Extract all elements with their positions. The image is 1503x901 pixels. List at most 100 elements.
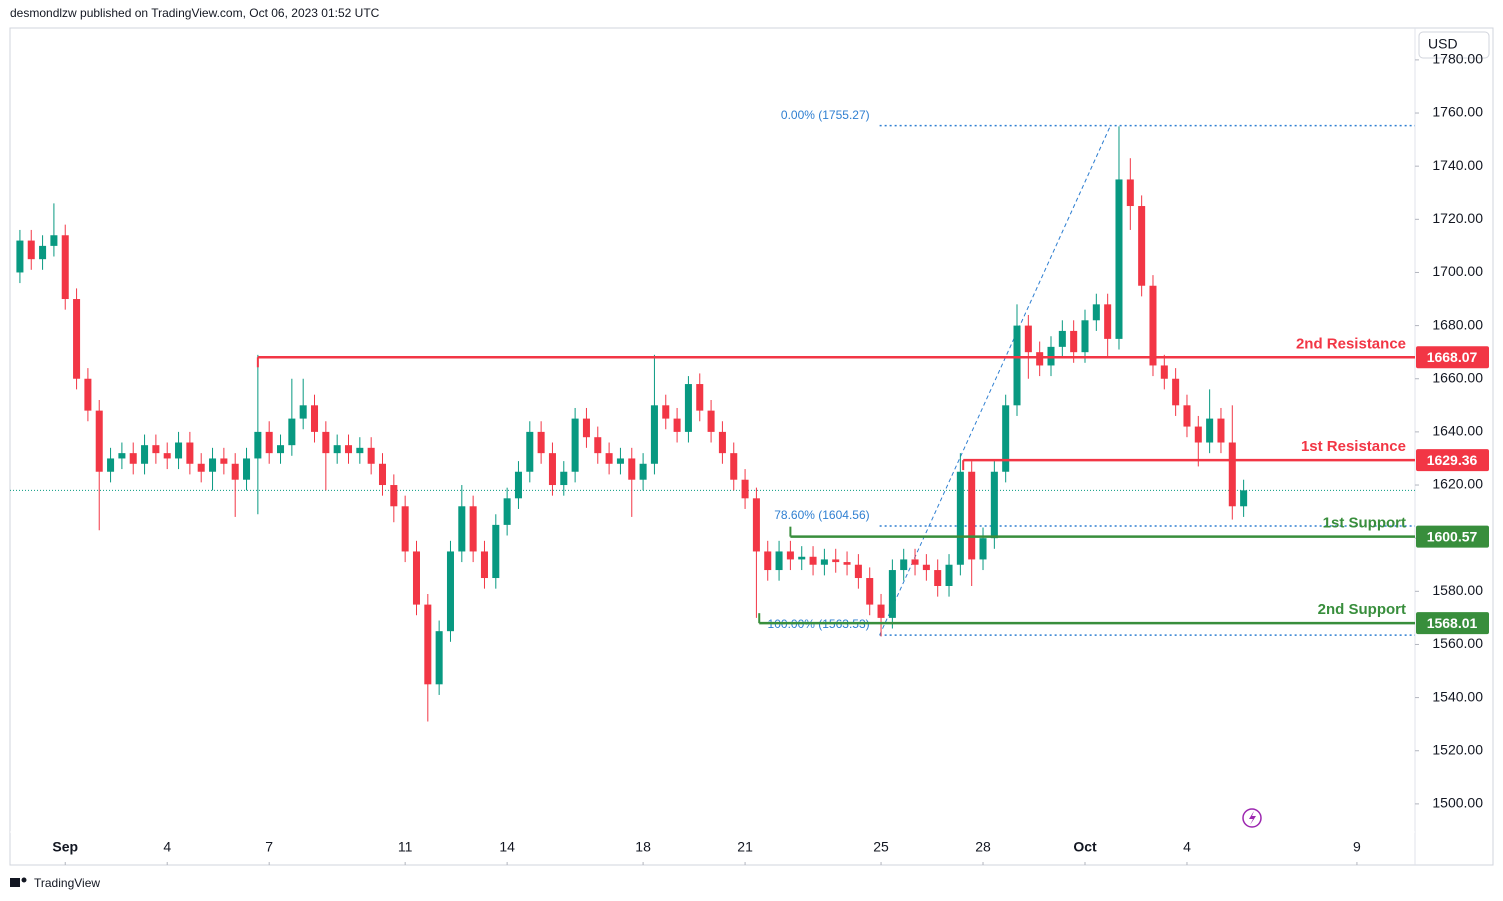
candle-body bbox=[209, 458, 217, 472]
candle-body bbox=[1149, 285, 1157, 366]
candle-body bbox=[1002, 405, 1010, 472]
candle-body bbox=[322, 431, 330, 454]
candle-body bbox=[73, 299, 81, 379]
candle-body bbox=[356, 447, 364, 454]
x-tick-label: 4 bbox=[163, 839, 171, 855]
candle-body bbox=[1036, 352, 1044, 366]
candle-body bbox=[1104, 304, 1112, 339]
candle-body bbox=[764, 551, 772, 571]
x-tick-label: 18 bbox=[635, 839, 651, 855]
candle-body bbox=[1160, 365, 1168, 379]
candle-body bbox=[141, 445, 149, 464]
candle-body bbox=[27, 240, 35, 260]
candle-body bbox=[616, 458, 624, 464]
candle-body bbox=[1206, 418, 1214, 443]
alert-icon bbox=[1242, 808, 1262, 828]
candle-body bbox=[1092, 304, 1100, 321]
candle-body bbox=[1081, 320, 1089, 353]
candle-body bbox=[696, 384, 704, 411]
candle-body bbox=[594, 437, 602, 454]
candle-body bbox=[820, 559, 828, 565]
candle-body bbox=[798, 556, 806, 560]
y-tick-label: 1580.00 bbox=[1432, 582, 1483, 598]
candle-body bbox=[514, 471, 522, 499]
candle-body bbox=[650, 405, 658, 464]
candle-body bbox=[390, 485, 398, 507]
candle-body bbox=[243, 458, 251, 480]
candle-body bbox=[775, 551, 783, 571]
logo: TradingView bbox=[10, 876, 100, 890]
candle-body bbox=[503, 498, 511, 525]
candle-body bbox=[1217, 418, 1225, 443]
y-tick-label: 1560.00 bbox=[1432, 635, 1483, 651]
level-name: 2nd Resistance bbox=[1296, 335, 1406, 352]
candle-body bbox=[843, 562, 851, 565]
candle-body bbox=[231, 463, 239, 480]
candle-body bbox=[526, 431, 534, 472]
candle-body bbox=[344, 445, 353, 454]
candle-body bbox=[888, 570, 896, 618]
candle-body bbox=[367, 447, 375, 464]
candle-body bbox=[1228, 442, 1236, 507]
candle-body bbox=[175, 442, 183, 459]
candle-body bbox=[84, 378, 92, 411]
level-price: 1600.57 bbox=[1427, 528, 1478, 544]
candle-body bbox=[1013, 325, 1021, 406]
candle-body bbox=[809, 556, 817, 565]
candle-body bbox=[1115, 179, 1123, 339]
candle-body bbox=[922, 564, 930, 571]
candle-body bbox=[107, 458, 115, 472]
level-name: 1st Support bbox=[1323, 515, 1406, 532]
candle-body bbox=[61, 235, 69, 300]
level-name: 2nd Support bbox=[1318, 601, 1406, 618]
candle-body bbox=[934, 570, 942, 586]
fib-label: 78.60% (1604.56) bbox=[774, 508, 869, 522]
y-tick-label: 1520.00 bbox=[1432, 741, 1483, 757]
candle-body bbox=[1058, 330, 1066, 347]
candle-body bbox=[662, 405, 670, 419]
candle-body bbox=[560, 471, 568, 486]
x-tick-label: 9 bbox=[1353, 839, 1361, 855]
candle-body bbox=[1183, 405, 1191, 427]
candle-body bbox=[152, 445, 160, 454]
currency-box bbox=[1418, 31, 1490, 59]
candle-body bbox=[1126, 179, 1134, 207]
candle-body bbox=[220, 458, 228, 464]
x-tick-label: Oct bbox=[1073, 839, 1097, 855]
candle-body bbox=[254, 431, 262, 459]
candle-body bbox=[118, 453, 126, 459]
x-tick-label: Sep bbox=[52, 839, 78, 855]
header: desmondlzw published on TradingView.com,… bbox=[10, 6, 380, 20]
candle-body bbox=[1172, 378, 1180, 406]
fib-label: 0.00% (1755.27) bbox=[781, 108, 870, 122]
candle-body bbox=[1240, 490, 1248, 507]
candle-body bbox=[537, 431, 545, 454]
candle-body bbox=[458, 506, 466, 552]
y-tick-label: 1700.00 bbox=[1432, 263, 1483, 279]
y-tick-label: 1660.00 bbox=[1432, 369, 1483, 385]
candle-body bbox=[877, 604, 885, 618]
candle-body bbox=[752, 498, 760, 552]
candle-body bbox=[435, 631, 443, 685]
candle-body bbox=[129, 453, 137, 464]
chart-frame bbox=[9, 27, 1494, 866]
candle-body bbox=[310, 405, 319, 432]
candle-body bbox=[956, 471, 964, 565]
candle-body bbox=[492, 524, 500, 579]
y-tick-label: 1740.00 bbox=[1432, 157, 1483, 173]
level-price-box bbox=[1416, 612, 1489, 635]
candle-body bbox=[95, 410, 103, 472]
y-tick-label: 1680.00 bbox=[1432, 316, 1483, 332]
candle-body bbox=[979, 538, 987, 560]
candle-body bbox=[968, 471, 976, 560]
level-price: 1629.36 bbox=[1427, 452, 1478, 468]
candle-body bbox=[730, 453, 738, 480]
candle-body bbox=[1070, 330, 1078, 353]
candle-body bbox=[197, 463, 205, 472]
candle-body bbox=[288, 418, 296, 446]
candle-body bbox=[1194, 426, 1202, 443]
candle-body bbox=[16, 240, 24, 273]
candle-body bbox=[412, 551, 420, 605]
